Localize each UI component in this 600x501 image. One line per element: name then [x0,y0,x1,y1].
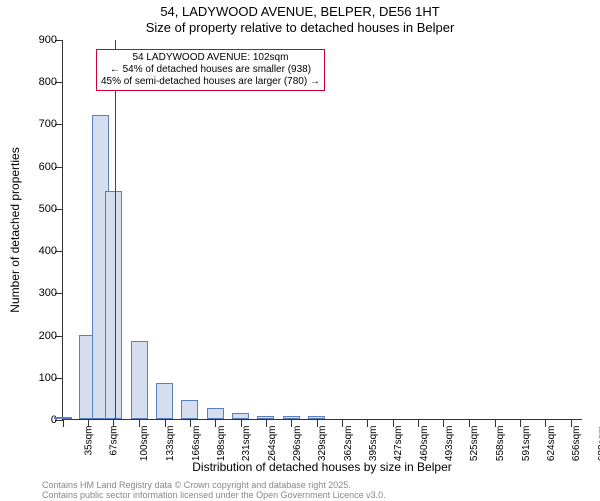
x-tick [88,419,89,427]
bar [308,416,325,419]
x-tick-label: 689sqm [597,426,600,462]
y-tick-label: 400 [25,245,57,257]
x-tick-label: 296sqm [292,426,303,462]
y-tick-label: 300 [25,287,57,299]
x-tick-label: 362sqm [343,426,354,462]
bar [232,413,249,419]
attribution-line1: Contains HM Land Registry data © Crown c… [42,480,351,490]
plot-area: 010020030040050060070080090035sqm67sqm10… [62,40,582,420]
bar [207,408,224,419]
x-tick [469,419,470,427]
x-tick [266,419,267,427]
x-tick [190,419,191,427]
x-tick-label: 525sqm [469,426,480,462]
bar [283,416,300,419]
x-tick-label: 656sqm [571,426,582,462]
x-tick [418,419,419,427]
x-tick-label: 591sqm [521,426,532,462]
x-tick-label: 100sqm [140,426,151,462]
y-tick-label: 500 [25,203,57,215]
y-tick-label: 700 [25,118,57,130]
x-axis-label: Distribution of detached houses by size … [62,460,582,474]
chart-title: 54, LADYWOOD AVENUE, BELPER, DE56 1HT [0,4,600,19]
y-tick-label: 0 [25,414,57,426]
x-tick [443,419,444,427]
x-tick [393,419,394,427]
x-tick-label: 624sqm [546,426,557,462]
x-tick [367,419,368,427]
y-tick-label: 600 [25,161,57,173]
x-tick-label: 460sqm [419,426,430,462]
x-tick [241,419,242,427]
x-tick [342,419,343,427]
x-tick [113,419,114,427]
x-tick-label: 558sqm [495,426,506,462]
x-tick-label: 493sqm [445,426,456,462]
histogram-chart: 54, LADYWOOD AVENUE, BELPER, DE56 1HT Si… [0,0,600,500]
x-tick [215,419,216,427]
annotation-line1: 54 LADYWOOD AVENUE: 102sqm [132,52,288,63]
x-tick [139,419,140,427]
annotation-box: 54 LADYWOOD AVENUE: 102sqm← 54% of detac… [96,49,325,91]
x-tick [495,419,496,427]
y-tick-label: 200 [25,330,57,342]
chart-subtitle: Size of property relative to detached ho… [0,20,600,35]
annotation-line3: 45% of semi-detached houses are larger (… [101,76,320,87]
x-tick-label: 427sqm [393,426,404,462]
x-tick [545,419,546,427]
x-tick-label: 264sqm [267,426,278,462]
bar [257,416,274,419]
x-tick-label: 231sqm [241,426,252,462]
x-tick-label: 395sqm [368,426,379,462]
reference-line [115,40,116,419]
x-tick [165,419,166,427]
y-tick-label: 900 [25,34,57,46]
x-tick-label: 198sqm [216,426,227,462]
x-tick-label: 35sqm [84,426,95,456]
x-tick [520,419,521,427]
x-tick-label: 67sqm [108,426,119,456]
annotation-line2: ← 54% of detached houses are smaller (93… [110,64,311,75]
x-tick [291,419,292,427]
bar [105,191,122,419]
y-axis-label: Number of detached properties [8,20,22,440]
y-tick-label: 100 [25,372,57,384]
y-tick-label: 800 [25,76,57,88]
bar [131,341,148,419]
x-tick [63,419,64,427]
x-tick-label: 166sqm [191,426,202,462]
bar [181,400,198,419]
x-tick-label: 329sqm [317,426,328,462]
bar [54,417,71,419]
attribution-line2: Contains public sector information licen… [42,490,386,500]
x-tick-label: 133sqm [165,426,176,462]
bar [156,383,173,419]
x-tick [571,419,572,427]
attribution-text: Contains HM Land Registry data © Crown c… [42,480,582,501]
x-tick [317,419,318,427]
